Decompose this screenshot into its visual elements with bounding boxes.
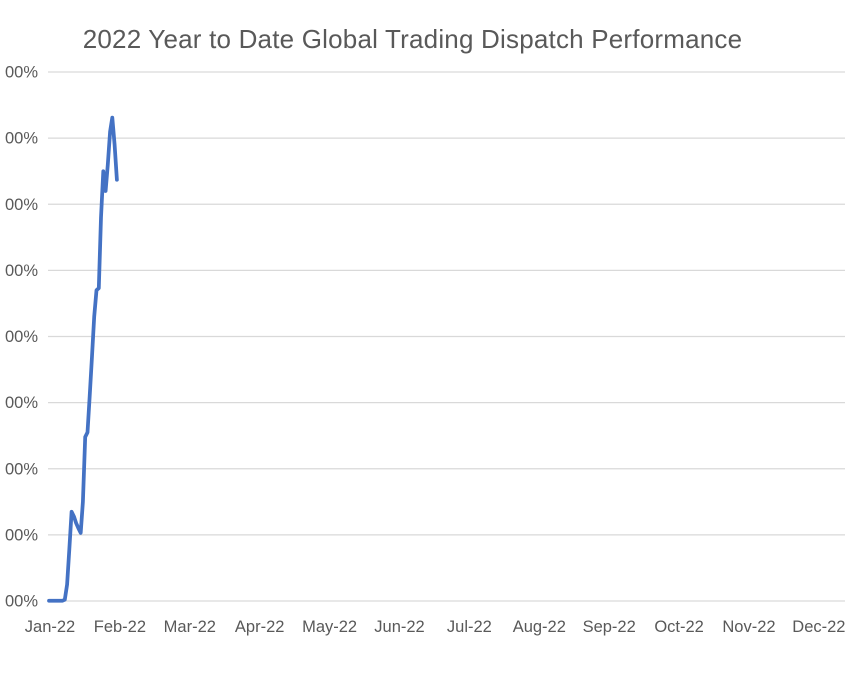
x-axis-tick-label: Feb-22: [94, 618, 146, 636]
x-axis-tick-label: Jul-22: [447, 618, 492, 636]
y-axis-tick-label: 00%: [5, 130, 38, 148]
x-axis-tick-label: Nov-22: [722, 618, 775, 636]
y-axis-tick-label: 00%: [5, 526, 38, 544]
chart-title: 2022 Year to Date Global Trading Dispatc…: [82, 24, 743, 54]
x-axis-tick-label: Apr-22: [235, 618, 285, 636]
y-axis-tick-label: 00%: [5, 262, 38, 280]
x-axis-tick-label: Aug-22: [513, 618, 566, 636]
y-axis-tick-label: 00%: [5, 64, 38, 82]
x-axis-tick-label: Jun-22: [374, 618, 424, 636]
y-axis-tick-label: 00%: [5, 593, 38, 611]
series-line-ytd-dispatch-performance: [47, 115, 119, 603]
y-axis-tick-label: 00%: [5, 460, 38, 478]
y-axis-tick-label: 00%: [5, 394, 38, 412]
x-axis-tick-label: May-22: [302, 618, 357, 636]
x-axis-tick-label: Mar-22: [164, 618, 216, 636]
x-axis-tick-label: Oct-22: [654, 618, 704, 636]
x-axis-tick-label: Dec-22: [792, 618, 845, 636]
x-axis-tick-label: Jan-22: [25, 618, 75, 636]
y-axis-tick-label: 00%: [5, 328, 38, 346]
x-axis-tick-label: Sep-22: [583, 618, 636, 636]
y-axis-tick-label: 00%: [5, 196, 38, 214]
